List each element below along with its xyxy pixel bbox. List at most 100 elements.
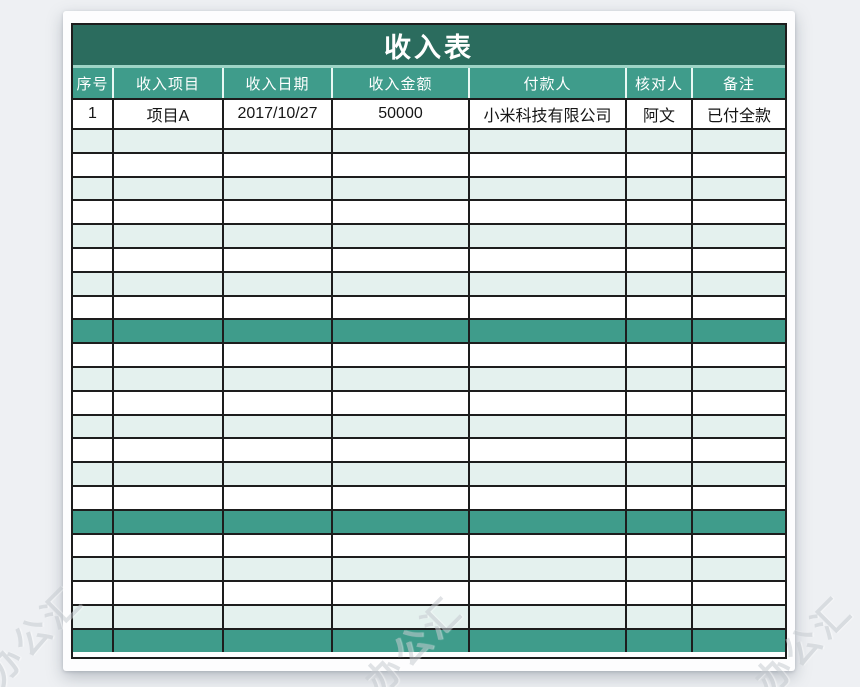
empty-cell-r14-c6[interactable]: [627, 415, 691, 438]
divider-row-cell-r23-c2[interactable]: [114, 629, 222, 652]
empty-cell-r6-c3[interactable]: [224, 225, 331, 247]
divider-row-cell-r23-c1[interactable]: [73, 629, 112, 652]
empty-cell-r15-c6[interactable]: [627, 439, 691, 462]
empty-cell-r9-c7[interactable]: [693, 296, 785, 319]
empty-cell-r20-c5[interactable]: [470, 558, 625, 581]
empty-cell-r11-c7[interactable]: [693, 344, 785, 366]
empty-cell-r9-c4[interactable]: [333, 296, 468, 319]
empty-cell-r16-c7[interactable]: [693, 463, 785, 485]
data-cell-r1-c4[interactable]: 50000: [333, 100, 468, 128]
empty-cell-r8-c4[interactable]: [333, 272, 468, 295]
empty-cell-r19-c5[interactable]: [470, 534, 625, 557]
empty-cell-r19-c2[interactable]: [114, 534, 222, 557]
column-header-2[interactable]: 收入日期: [224, 68, 331, 98]
empty-cell-r17-c6[interactable]: [627, 486, 691, 509]
empty-cell-r17-c7[interactable]: [693, 486, 785, 509]
empty-cell-r11-c6[interactable]: [627, 344, 691, 366]
empty-cell-r14-c7[interactable]: [693, 415, 785, 438]
divider-row-cell-r18-c6[interactable]: [627, 510, 691, 533]
empty-cell-r22-c1[interactable]: [73, 605, 112, 628]
empty-cell-r5-c6[interactable]: [627, 201, 691, 224]
empty-cell-r15-c7[interactable]: [693, 439, 785, 462]
divider-row-cell-r18-c5[interactable]: [470, 510, 625, 533]
empty-cell-r9-c5[interactable]: [470, 296, 625, 319]
empty-cell-r5-c1[interactable]: [73, 201, 112, 224]
divider-row-cell-r10-c1[interactable]: [73, 320, 112, 343]
empty-cell-r4-c7[interactable]: [693, 177, 785, 200]
empty-cell-r21-c2[interactable]: [114, 582, 222, 604]
empty-cell-r8-c5[interactable]: [470, 272, 625, 295]
empty-cell-r19-c3[interactable]: [224, 534, 331, 557]
empty-cell-r16-c5[interactable]: [470, 463, 625, 485]
empty-cell-r3-c7[interactable]: [693, 153, 785, 176]
divider-row-cell-r10-c2[interactable]: [114, 320, 222, 343]
empty-cell-r20-c4[interactable]: [333, 558, 468, 581]
empty-cell-r5-c3[interactable]: [224, 201, 331, 224]
empty-cell-r22-c7[interactable]: [693, 605, 785, 628]
empty-cell-r3-c5[interactable]: [470, 153, 625, 176]
empty-cell-r5-c5[interactable]: [470, 201, 625, 224]
empty-cell-r16-c4[interactable]: [333, 463, 468, 485]
empty-cell-r8-c7[interactable]: [693, 272, 785, 295]
empty-cell-r8-c2[interactable]: [114, 272, 222, 295]
empty-cell-r4-c1[interactable]: [73, 177, 112, 200]
empty-cell-r7-c3[interactable]: [224, 248, 331, 271]
divider-row-cell-r23-c5[interactable]: [470, 629, 625, 652]
empty-cell-r12-c2[interactable]: [114, 367, 222, 390]
empty-cell-r21-c1[interactable]: [73, 582, 112, 604]
column-header-4[interactable]: 付款人: [470, 68, 625, 98]
empty-cell-r14-c2[interactable]: [114, 415, 222, 438]
empty-cell-r7-c2[interactable]: [114, 248, 222, 271]
empty-cell-r4-c2[interactable]: [114, 177, 222, 200]
empty-cell-r7-c4[interactable]: [333, 248, 468, 271]
divider-row-cell-r23-c3[interactable]: [224, 629, 331, 652]
column-header-6[interactable]: 备注: [693, 68, 785, 98]
empty-cell-r13-c6[interactable]: [627, 391, 691, 414]
empty-cell-r20-c6[interactable]: [627, 558, 691, 581]
empty-cell-r4-c6[interactable]: [627, 177, 691, 200]
empty-cell-r13-c1[interactable]: [73, 391, 112, 414]
divider-row-cell-r10-c3[interactable]: [224, 320, 331, 343]
column-header-0[interactable]: 序号: [73, 68, 112, 98]
empty-cell-r2-c3[interactable]: [224, 130, 331, 152]
empty-cell-r17-c2[interactable]: [114, 486, 222, 509]
empty-cell-r7-c7[interactable]: [693, 248, 785, 271]
empty-cell-r7-c6[interactable]: [627, 248, 691, 271]
empty-cell-r5-c4[interactable]: [333, 201, 468, 224]
empty-cell-r7-c5[interactable]: [470, 248, 625, 271]
empty-cell-r19-c7[interactable]: [693, 534, 785, 557]
empty-cell-r3-c6[interactable]: [627, 153, 691, 176]
empty-cell-r21-c5[interactable]: [470, 582, 625, 604]
empty-cell-r11-c4[interactable]: [333, 344, 468, 366]
empty-cell-r19-c1[interactable]: [73, 534, 112, 557]
column-header-3[interactable]: 收入金额: [333, 68, 468, 98]
empty-cell-r6-c6[interactable]: [627, 225, 691, 247]
empty-cell-r8-c1[interactable]: [73, 272, 112, 295]
divider-row-cell-r18-c1[interactable]: [73, 510, 112, 533]
empty-cell-r22-c4[interactable]: [333, 605, 468, 628]
empty-cell-r4-c3[interactable]: [224, 177, 331, 200]
empty-cell-r13-c3[interactable]: [224, 391, 331, 414]
column-header-5[interactable]: 核对人: [627, 68, 691, 98]
empty-cell-r6-c2[interactable]: [114, 225, 222, 247]
empty-cell-r12-c7[interactable]: [693, 367, 785, 390]
empty-cell-r6-c5[interactable]: [470, 225, 625, 247]
empty-cell-r13-c7[interactable]: [693, 391, 785, 414]
empty-cell-r14-c1[interactable]: [73, 415, 112, 438]
empty-cell-r3-c4[interactable]: [333, 153, 468, 176]
data-cell-r1-c6[interactable]: 阿文: [627, 100, 691, 128]
empty-cell-r20-c7[interactable]: [693, 558, 785, 581]
empty-cell-r21-c4[interactable]: [333, 582, 468, 604]
table-title-cell[interactable]: 收入表: [73, 25, 785, 68]
empty-cell-r20-c3[interactable]: [224, 558, 331, 581]
empty-cell-r16-c1[interactable]: [73, 463, 112, 485]
empty-cell-r19-c6[interactable]: [627, 534, 691, 557]
empty-cell-r21-c7[interactable]: [693, 582, 785, 604]
empty-cell-r16-c2[interactable]: [114, 463, 222, 485]
data-cell-r1-c2[interactable]: 项目A: [114, 100, 222, 128]
empty-cell-r2-c5[interactable]: [470, 130, 625, 152]
empty-cell-r8-c6[interactable]: [627, 272, 691, 295]
divider-row-cell-r10-c4[interactable]: [333, 320, 468, 343]
empty-cell-r2-c6[interactable]: [627, 130, 691, 152]
empty-cell-r13-c2[interactable]: [114, 391, 222, 414]
